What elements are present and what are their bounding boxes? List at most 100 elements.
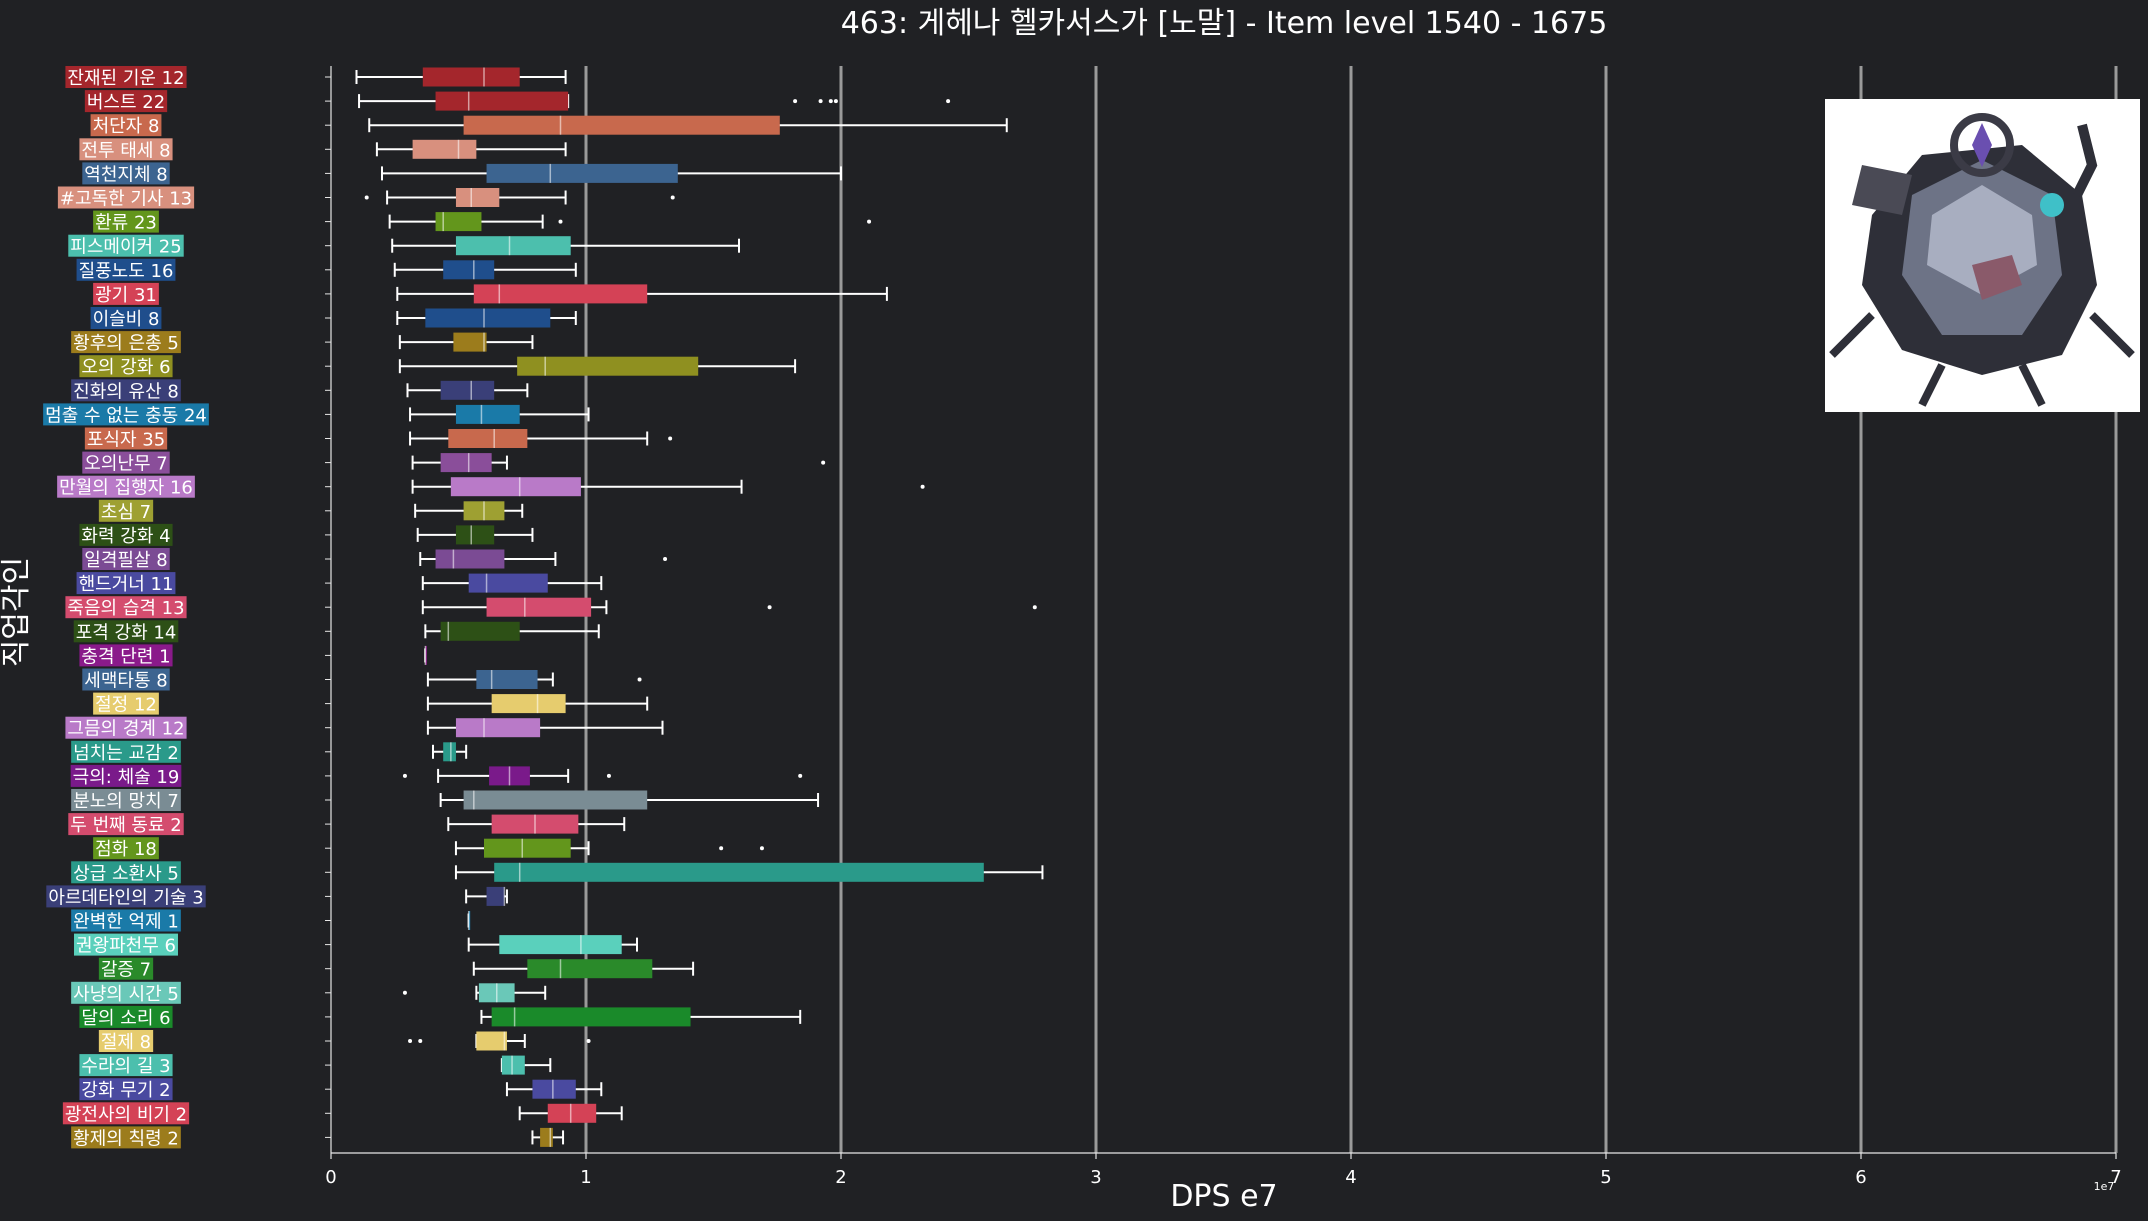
category-label-bg xyxy=(70,764,182,787)
box-item xyxy=(325,477,925,497)
category-label: 죽음의 습격 13 xyxy=(65,596,187,619)
box-iqr xyxy=(440,380,495,400)
box-iqr xyxy=(440,621,520,641)
category-label-text: 절제 8 xyxy=(101,1032,151,1053)
flier-point xyxy=(798,773,803,778)
box-item xyxy=(325,549,668,569)
category-label-bg xyxy=(76,258,176,281)
category-label-bg xyxy=(82,162,170,185)
category-label-bg xyxy=(93,837,159,860)
box-iqr xyxy=(448,429,528,448)
box-iqr xyxy=(501,1055,525,1075)
box-item xyxy=(325,356,797,376)
category-label: #고독한 기사 13 xyxy=(57,186,195,210)
box-item xyxy=(325,139,567,159)
box-item xyxy=(325,1079,603,1099)
flier-point xyxy=(767,605,772,610)
category-label-bg xyxy=(84,90,168,113)
box-iqr xyxy=(435,212,482,232)
category-label-text: 화력 강화 4 xyxy=(81,526,170,547)
x-tick-labels: 0 1 2 3 4 5 6 7 xyxy=(325,1153,2122,1188)
flier-point xyxy=(558,219,563,224)
category-label-bg xyxy=(68,234,184,257)
box-item xyxy=(325,188,675,207)
box-iqr xyxy=(443,742,456,762)
flier-point xyxy=(364,195,369,200)
box-iqr xyxy=(463,115,780,135)
box-iqr xyxy=(527,959,653,979)
box-item xyxy=(325,236,740,256)
category-label: 멈출 수 없는 충동 24 xyxy=(43,403,209,426)
box-iqr xyxy=(463,790,648,810)
box-iqr xyxy=(450,477,581,497)
category-label-bg xyxy=(71,861,181,884)
box-iqr xyxy=(435,549,505,569)
category-label-text: 광전사의 비기 2 xyxy=(65,1104,187,1125)
category-label-bg xyxy=(79,644,173,667)
category-label-text: 처단자 8 xyxy=(93,116,160,137)
x-offset-label: 1e7 xyxy=(2094,1180,2115,1193)
category-label-text: 버스트 22 xyxy=(87,92,165,113)
category-label-text: 절정 12 xyxy=(95,695,157,716)
box-item xyxy=(325,573,603,593)
category-label-bg xyxy=(82,668,170,691)
x-tick-label: 4 xyxy=(1345,1167,1356,1188)
box-iqr xyxy=(435,91,569,111)
box-iqr xyxy=(473,284,648,304)
category-label-text: #고독한 기사 13 xyxy=(60,189,192,210)
box-iqr xyxy=(486,886,505,906)
flier-point xyxy=(821,460,826,465)
category-label-bg xyxy=(90,307,162,329)
box-item xyxy=(325,694,649,714)
x-tick-label: 1 xyxy=(580,1167,591,1188)
category-label: 처단자 8 xyxy=(90,114,162,137)
category-label-text: 충격 단련 1 xyxy=(81,646,170,667)
category-label-text: 피스메이커 25 xyxy=(70,237,181,258)
category-label: 아르데타인의 기술 3 xyxy=(46,885,206,908)
category-label-text: 죽음의 습격 13 xyxy=(67,598,184,619)
box-iqr xyxy=(455,188,500,207)
box-item xyxy=(325,742,468,762)
category-label-text: 광기 31 xyxy=(95,285,157,306)
category-label-bg xyxy=(79,138,173,161)
box-item xyxy=(325,1055,552,1075)
category-label-bg xyxy=(74,933,178,956)
category-label-bg xyxy=(79,1005,173,1028)
category-label-bg xyxy=(71,981,181,1004)
category-label: 포식자 35 xyxy=(84,427,168,451)
category-label: 달의 소리 6 xyxy=(79,1005,173,1029)
box-item xyxy=(325,862,1044,882)
box-iqr xyxy=(486,597,592,617)
flier-point xyxy=(818,99,823,104)
category-label-bg xyxy=(98,957,154,980)
box-item xyxy=(325,260,577,280)
category-label: 잔재된 기운 12 xyxy=(65,66,187,89)
flier-point xyxy=(833,99,838,104)
box-iqr xyxy=(455,525,495,545)
flier-point xyxy=(663,557,668,561)
box-item xyxy=(325,597,1037,617)
category-label-bg xyxy=(93,210,159,233)
box-iqr xyxy=(476,1031,507,1051)
x-tick-label: 5 xyxy=(1600,1167,1611,1188)
category-label-text: 전투 태세 8 xyxy=(81,140,170,161)
box-iqr xyxy=(453,332,487,352)
box-item xyxy=(325,163,842,183)
box-item xyxy=(325,1007,802,1027)
category-label: 진화의 유산 8 xyxy=(71,379,181,402)
category-label-text: 초심 7 xyxy=(101,502,151,523)
category-label-text: 질풍노도 16 xyxy=(79,261,174,282)
box-item xyxy=(325,935,638,955)
flier-point xyxy=(867,219,872,224)
box-item xyxy=(325,525,534,545)
box-item xyxy=(325,67,567,87)
category-label-text: 완벽한 억제 1 xyxy=(73,912,179,933)
box-item xyxy=(325,621,600,641)
category-label-bg xyxy=(62,1102,190,1125)
category-label: 극의: 체술 19 xyxy=(70,764,182,788)
category-label-bg xyxy=(71,909,181,932)
x-axis-label: DPS e7 xyxy=(1170,1179,1277,1214)
category-label: 초심 7 xyxy=(98,499,154,523)
category-label: 오의 강화 6 xyxy=(79,355,173,378)
flier-point xyxy=(920,484,925,489)
